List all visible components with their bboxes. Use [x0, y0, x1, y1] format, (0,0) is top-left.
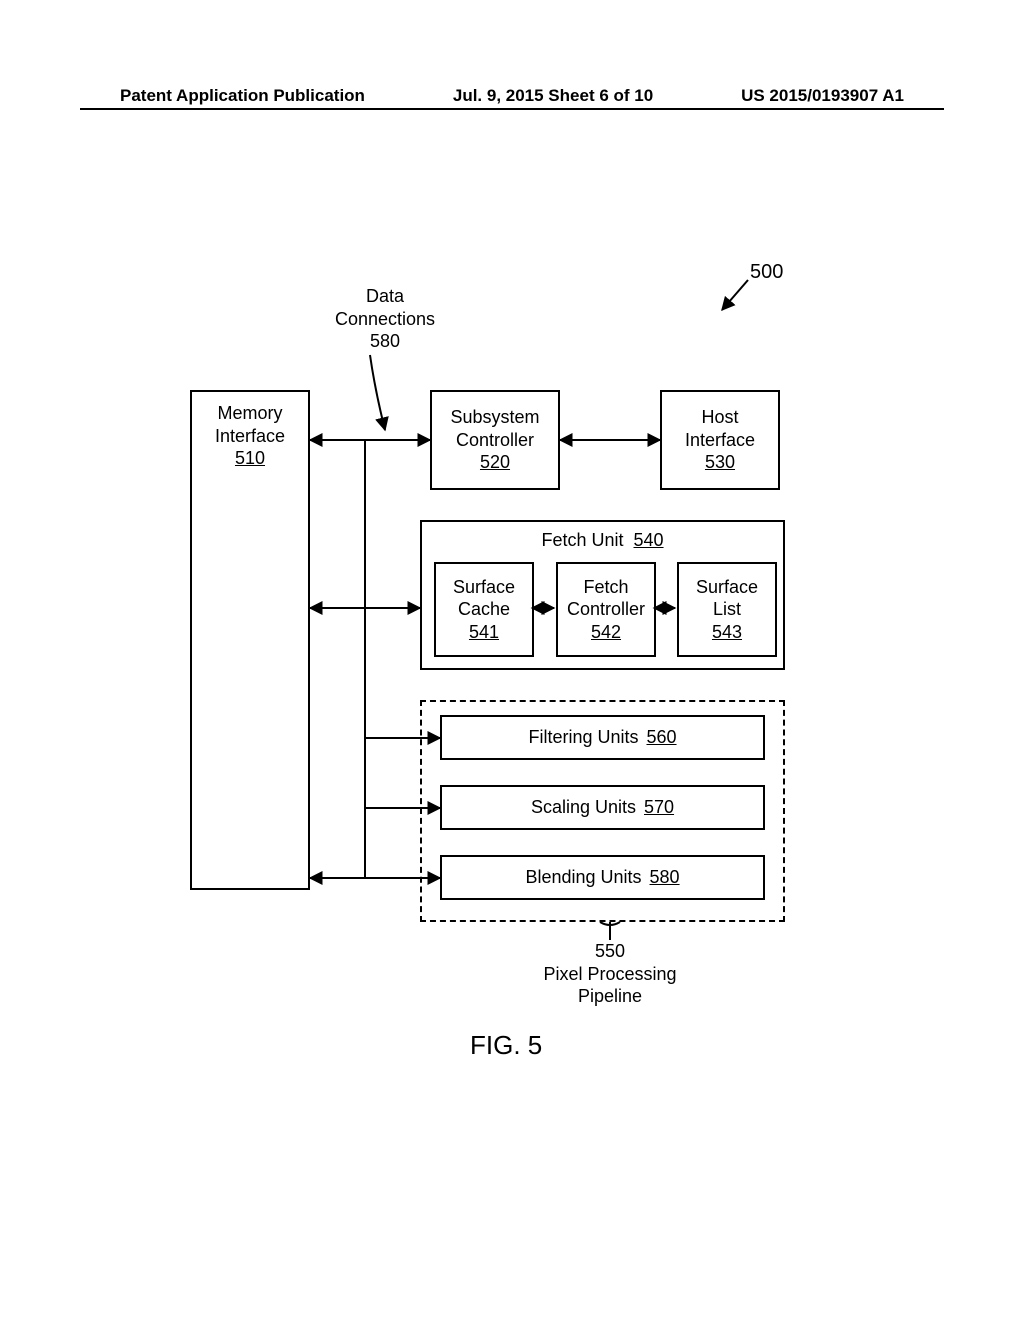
block-scaling-units: Scaling Units 570	[440, 785, 765, 830]
block-host-interface: Host Interface 530	[660, 390, 780, 490]
figure-caption: FIG. 5	[470, 1030, 542, 1061]
pipeline-label: 550 Pixel Processing Pipeline	[530, 940, 690, 1008]
filtering-units-title: Filtering Units	[528, 726, 638, 749]
figure-5-diagram: Memory Interface 510 Subsystem Controlle…	[190, 260, 810, 1040]
surface-cache-title: Surface Cache	[453, 576, 515, 621]
fetch-unit-title-row: Fetch Unit 540	[422, 530, 783, 551]
data-connections-label: Data Connections 580	[320, 285, 450, 353]
surface-list-num: 543	[712, 621, 742, 644]
block-fetch-controller: Fetch Controller 542	[556, 562, 656, 657]
block-surface-list: Surface List 543	[677, 562, 777, 657]
scaling-units-num: 570	[644, 796, 674, 819]
pipeline-num: 550	[530, 940, 690, 963]
surface-cache-num: 541	[469, 621, 499, 644]
memory-interface-title: Memory Interface	[215, 402, 285, 447]
block-memory-interface: Memory Interface 510	[190, 390, 310, 890]
block-filtering-units: Filtering Units 560	[440, 715, 765, 760]
header-rule	[80, 108, 944, 110]
page-header: Patent Application Publication Jul. 9, 2…	[0, 86, 1024, 106]
memory-interface-num: 510	[235, 447, 265, 470]
data-connections-num: 580	[370, 331, 400, 351]
fetch-unit-num: 540	[634, 530, 664, 550]
host-interface-num: 530	[705, 451, 735, 474]
header-left: Patent Application Publication	[120, 86, 365, 106]
subsystem-controller-num: 520	[480, 451, 510, 474]
fetch-unit-title: Fetch Unit	[541, 530, 623, 550]
scaling-units-title: Scaling Units	[531, 796, 636, 819]
data-connections-text: Data Connections	[320, 285, 450, 330]
system-ref-number: 500	[750, 260, 783, 285]
surface-list-title: Surface List	[696, 576, 758, 621]
pipeline-text: Pixel Processing Pipeline	[530, 963, 690, 1008]
blending-units-num: 580	[650, 866, 680, 889]
header-center: Jul. 9, 2015 Sheet 6 of 10	[453, 86, 653, 106]
filtering-units-num: 560	[646, 726, 676, 749]
fetch-controller-num: 542	[591, 621, 621, 644]
fetch-controller-title: Fetch Controller	[567, 576, 645, 621]
block-subsystem-controller: Subsystem Controller 520	[430, 390, 560, 490]
block-blending-units: Blending Units 580	[440, 855, 765, 900]
header-right: US 2015/0193907 A1	[741, 86, 904, 106]
block-fetch-unit: Fetch Unit 540 Surface Cache 541 Fetch C…	[420, 520, 785, 670]
subsystem-controller-title: Subsystem Controller	[450, 406, 539, 451]
blending-units-title: Blending Units	[525, 866, 641, 889]
block-surface-cache: Surface Cache 541	[434, 562, 534, 657]
host-interface-title: Host Interface	[685, 406, 755, 451]
